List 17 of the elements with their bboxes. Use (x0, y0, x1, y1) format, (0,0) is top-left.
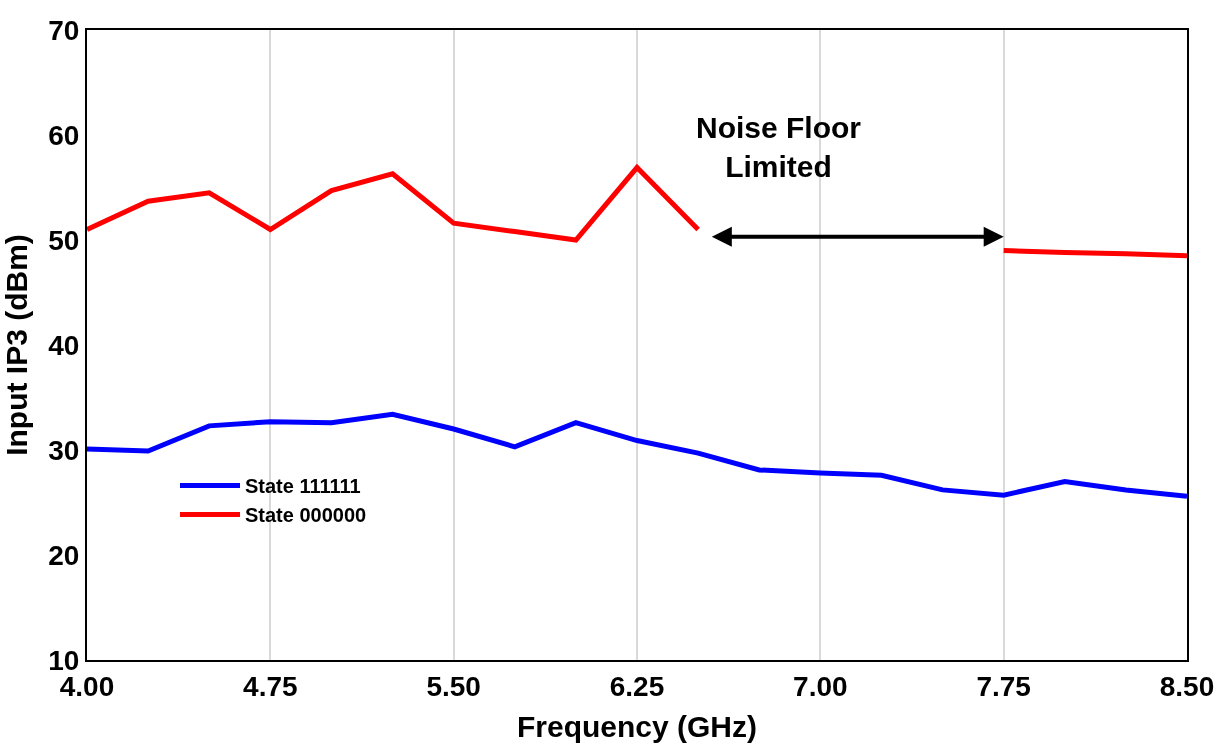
y-tick-label: 70 (48, 14, 80, 46)
y-tick-label: 40 (48, 329, 80, 361)
x-tick-label: 4.75 (243, 670, 298, 702)
annotation: Noise Floor Limited (696, 111, 862, 183)
x-tick-label: 7.75 (976, 670, 1031, 702)
x-axis-title: Frequency (GHz) (516, 709, 758, 743)
y-tick-label: 30 (48, 434, 80, 466)
x-tick-label: 6.25 (609, 670, 665, 702)
y-tick-label: 50 (48, 224, 80, 256)
legend-label: State 111111 (245, 475, 361, 498)
x-tick-label: 5.50 (426, 670, 481, 702)
y-tick-label: 20 (48, 539, 80, 571)
x-tick-label: 7.00 (793, 670, 848, 702)
legend-label: State 000000 (245, 504, 367, 527)
y-tick-label: 60 (48, 119, 80, 151)
x-tick-label: 8.50 (1159, 670, 1215, 702)
y-axis-title: Input IP3 (dBm) (0, 234, 33, 456)
